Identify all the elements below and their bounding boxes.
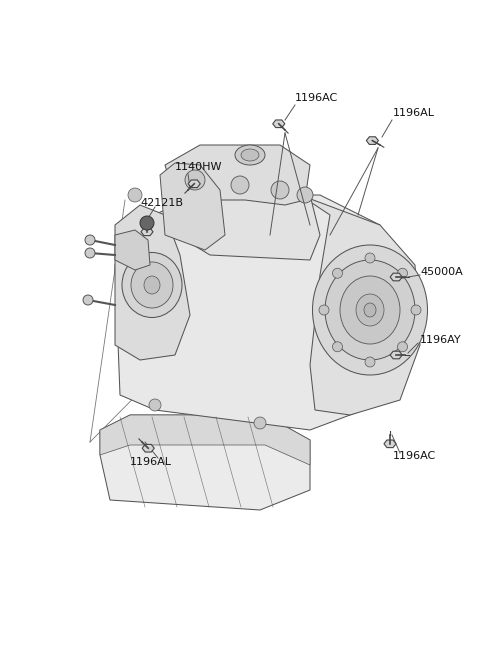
Circle shape <box>319 305 329 315</box>
Text: 1196AY: 1196AY <box>420 335 462 345</box>
Polygon shape <box>100 415 310 510</box>
Ellipse shape <box>340 276 400 344</box>
Ellipse shape <box>131 262 173 308</box>
Circle shape <box>365 357 375 367</box>
Circle shape <box>85 248 95 258</box>
Ellipse shape <box>235 145 265 165</box>
Polygon shape <box>142 444 154 452</box>
Circle shape <box>365 253 375 263</box>
Polygon shape <box>115 195 400 430</box>
Polygon shape <box>188 180 200 187</box>
Polygon shape <box>165 145 310 205</box>
Polygon shape <box>141 228 153 236</box>
Circle shape <box>254 417 266 429</box>
Circle shape <box>83 295 93 305</box>
Text: 1196AC: 1196AC <box>295 93 338 103</box>
Circle shape <box>397 342 408 352</box>
Circle shape <box>149 399 161 411</box>
Text: 1196AL: 1196AL <box>393 108 435 118</box>
Text: 1196AL: 1196AL <box>130 457 172 467</box>
Polygon shape <box>390 351 402 359</box>
Ellipse shape <box>122 252 182 318</box>
Polygon shape <box>300 195 420 415</box>
Ellipse shape <box>364 303 376 317</box>
Polygon shape <box>390 273 402 281</box>
Circle shape <box>85 235 95 245</box>
Text: 45000A: 45000A <box>420 267 463 277</box>
Ellipse shape <box>356 294 384 326</box>
Polygon shape <box>160 163 225 250</box>
Ellipse shape <box>241 149 259 161</box>
Circle shape <box>297 187 313 203</box>
Circle shape <box>140 216 154 230</box>
Ellipse shape <box>144 276 160 294</box>
Polygon shape <box>180 180 320 260</box>
Circle shape <box>411 305 421 315</box>
Text: 1140HW: 1140HW <box>175 162 223 172</box>
Polygon shape <box>366 137 378 144</box>
Text: 42121B: 42121B <box>140 198 183 208</box>
Circle shape <box>231 176 249 194</box>
Ellipse shape <box>325 260 415 360</box>
Text: 1196AC: 1196AC <box>393 451 436 461</box>
Polygon shape <box>384 440 396 447</box>
Circle shape <box>333 269 342 278</box>
Ellipse shape <box>312 245 428 375</box>
Circle shape <box>397 269 408 278</box>
Polygon shape <box>115 230 150 270</box>
Circle shape <box>333 342 342 352</box>
Polygon shape <box>273 120 285 128</box>
Circle shape <box>271 181 289 199</box>
Polygon shape <box>100 415 310 465</box>
Circle shape <box>185 170 205 190</box>
Circle shape <box>128 188 142 202</box>
Polygon shape <box>115 205 190 360</box>
